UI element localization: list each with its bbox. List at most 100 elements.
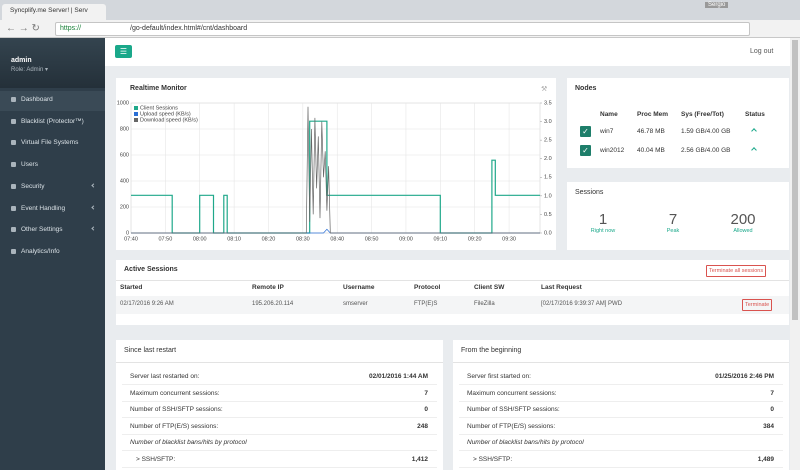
y2-tick-label: 1.0 [544,193,552,199]
row-line [459,467,783,468]
menu-item[interactable]: Blacklist (Protector™) [21,117,84,125]
x-tick-label: 09:10 [433,236,447,242]
stat-value: 1,412 [411,456,428,463]
y2-tick-label: 0.0 [544,230,552,236]
x-tick-label: 07:40 [124,236,138,242]
x-tick-label: 08:10 [227,236,241,242]
user-name: admin [11,57,32,64]
y2-tick-label: 3.5 [544,100,552,106]
x-tick-label: 08:20 [262,236,276,242]
panel-title: Active Sessions [124,266,178,273]
panel-title: Since last restart [124,347,177,354]
divider [116,362,443,363]
menu-item[interactable]: Users [21,161,38,169]
stat-label: Maximum concurrent sessions: [130,389,220,397]
table-cell: [02/17/2016 9:39:37 AM] PWD [541,301,623,307]
y-tick-label: 600 [120,152,129,158]
terminate[interactable]: Terminate [742,299,773,311]
menu-icon [11,227,16,233]
panel-title: Realtime Monitor [130,85,187,92]
url-scheme: https:// [60,25,82,32]
y-tick-label: 400 [120,178,129,184]
logout[interactable]: Log out [750,48,774,55]
table-header: Status [745,111,765,118]
menu-item[interactable]: Security [21,182,45,190]
y-tick-label: 200 [120,204,129,210]
tab[interactable] [2,4,106,20]
menu-icon [11,205,16,211]
table-header: Proc Mem [637,111,669,118]
table-header: Remote IP [252,284,284,291]
legend-label: Download speed (KB/s) [140,117,198,123]
stat-value: 0 [770,406,774,414]
terminate-all[interactable]: Terminate all sessions [706,265,767,277]
menu-icon [11,140,16,146]
panel-restart [116,340,443,470]
table-cell: 40.04 MB [637,147,665,154]
legend-label: Client Sessions [140,105,178,111]
menu-item[interactable]: Analytics/Info [21,247,60,255]
top-bar [105,38,790,66]
x-tick-label: 08:40 [330,236,344,242]
tab-title[interactable]: Syncplify.me Server! | Serv [10,7,88,14]
stat-label: Number of FTP(E/S) sessions: [130,422,219,430]
stat-value: 0 [424,406,428,414]
table-cell: 46.78 MB [637,128,665,135]
table-cell: 2.56 GB/4.00 GB [681,147,731,154]
legend-swatch [134,118,138,122]
divider [453,362,789,363]
stat-value: 384 [763,422,774,430]
menu-item[interactable]: Other Settings [21,226,63,234]
stat-value: 248 [417,422,428,430]
url-field[interactable] [55,22,750,36]
x-tick-label: 09:00 [399,236,413,242]
table-header: Sys (Free/Tot) [681,111,724,118]
row-line [122,417,437,419]
checkbox[interactable]: ✓ [580,145,591,156]
stat-label: Number of blacklist bans/hits by protoco… [467,439,584,447]
table-header: Username [343,284,375,291]
stat-label: Maximum concurrent sessions: [467,389,557,397]
nav-icons[interactable]: ← → ↻ [6,23,40,34]
table-cell: win2012 [600,147,625,154]
profile[interactable]: Sergio [705,2,729,8]
stat-label: Number of blacklist bans/hits by protoco… [130,439,247,447]
y2-tick-label: 2.5 [544,138,552,144]
x-tick-label: 08:00 [193,236,207,242]
stat-label: Server first started on: [467,373,531,380]
y2-tick-label: 0.5 [544,212,552,218]
menu-item[interactable]: Dashboard [21,96,53,103]
table-cell: 195.206.20.114 [252,301,294,307]
table-cell: smserver [343,301,368,307]
checkbox[interactable]: ✓ [580,126,591,137]
table-header: Client SW [474,284,505,291]
x-tick-label: 08:30 [296,236,310,242]
menu-icon [11,97,16,102]
y2-tick-label: 1.5 [544,175,552,181]
panel-title: Nodes [575,85,597,92]
menu-icon [11,162,16,168]
tab-bar [0,0,800,20]
table-cell: win7 [600,128,614,135]
stat-label: Server last restarted on: [130,373,200,380]
menu-item[interactable]: Event Handling [21,204,66,212]
menu-icon [11,183,16,189]
scroll-thumb[interactable] [792,40,798,320]
panel-nodes [567,78,789,168]
x-tick-label: 07:50 [158,236,172,242]
table-cell: FileZilla [474,301,495,307]
stat-value: 200 [730,211,756,228]
row-line [122,400,437,402]
stat-label: Number of FTP(E/S) sessions: [467,422,556,430]
menu-button[interactable]: ☰ [115,45,132,58]
menu-item[interactable]: Virtual File Systems [21,139,79,147]
wrench: ⚒ [541,86,548,93]
stat-value: 1 [598,211,608,228]
row-line [459,450,783,452]
user-role: Role: Admin ▾ [11,67,49,73]
table-header: Protocol [414,284,441,291]
legend-label: Upload speed (KB/s) [140,111,191,117]
menu-icon [11,118,16,124]
row-line [459,384,783,385]
